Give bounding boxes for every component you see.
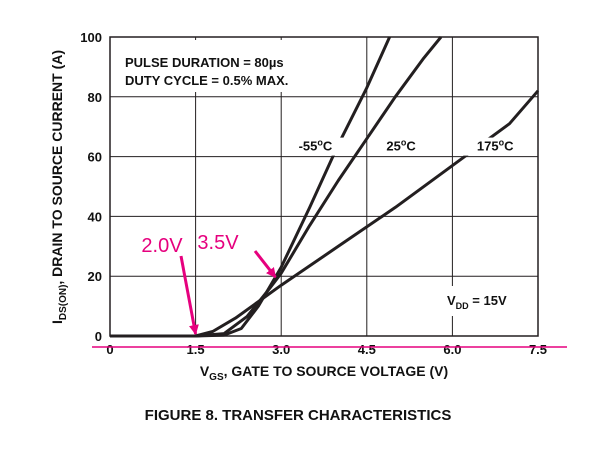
annotation-label: 2.0V: [141, 235, 183, 257]
series-label-background: [463, 137, 528, 156]
series-label-background: [283, 137, 348, 156]
y-tick-label: 0: [95, 329, 102, 344]
curves: -55oC 25oC 175oC: [110, 36, 540, 338]
x-tick-label: 3.0: [272, 342, 290, 357]
annotation-label: 3.5V: [197, 232, 239, 254]
tick-labels: 0 1.5 3.0 4.5 6.0 7.5 0 20 40 60 80 100: [80, 30, 547, 357]
note-duty-cycle: DUTY CYCLE = 0.5% MAX.: [125, 73, 288, 88]
x-tick-label: 0: [106, 342, 113, 357]
y-tick-label: 40: [88, 209, 102, 224]
x-tick-label: 7.5: [529, 342, 547, 357]
y-tick-label: 100: [80, 30, 102, 45]
y-axis-title: IDS(ON), DRAIN TO SOURCE CURRENT (A): [49, 50, 69, 324]
y-tick-label: 80: [88, 90, 102, 105]
figure-caption: FIGURE 8. TRANSFER CHARACTERISTICS: [145, 407, 452, 424]
x-tick-label: 1.5: [187, 342, 205, 357]
vdd-background: [440, 286, 534, 316]
series-label: 25oC: [386, 138, 416, 154]
series-label-background: [369, 137, 434, 156]
x-axis-title: VGS, GATE TO SOURCE VOLTAGE (V): [200, 363, 448, 383]
notes-background: [112, 40, 312, 92]
x-tick-label: 6.0: [443, 342, 461, 357]
annotations: 2.0V 3.5V: [92, 232, 567, 348]
annotation-arrow: [179, 255, 199, 335]
y-tick-label: 60: [88, 150, 102, 165]
note-pulse-duration: PULSE DURATION = 80µs: [125, 55, 284, 70]
y-tick-label: 20: [88, 269, 102, 284]
series-label: -55oC: [299, 138, 333, 154]
notes-box: PULSE DURATION = 80µs DUTY CYCLE = 0.5% …: [125, 55, 288, 88]
series-label: 175oC: [477, 138, 514, 154]
annotation-arrow: [253, 250, 277, 279]
vdd-label: VDD = 15V: [447, 293, 507, 311]
x-tick-label: 4.5: [358, 342, 376, 357]
series-line-2: [110, 36, 443, 338]
plot-frame: [109, 36, 539, 337]
grid: [109, 36, 539, 337]
